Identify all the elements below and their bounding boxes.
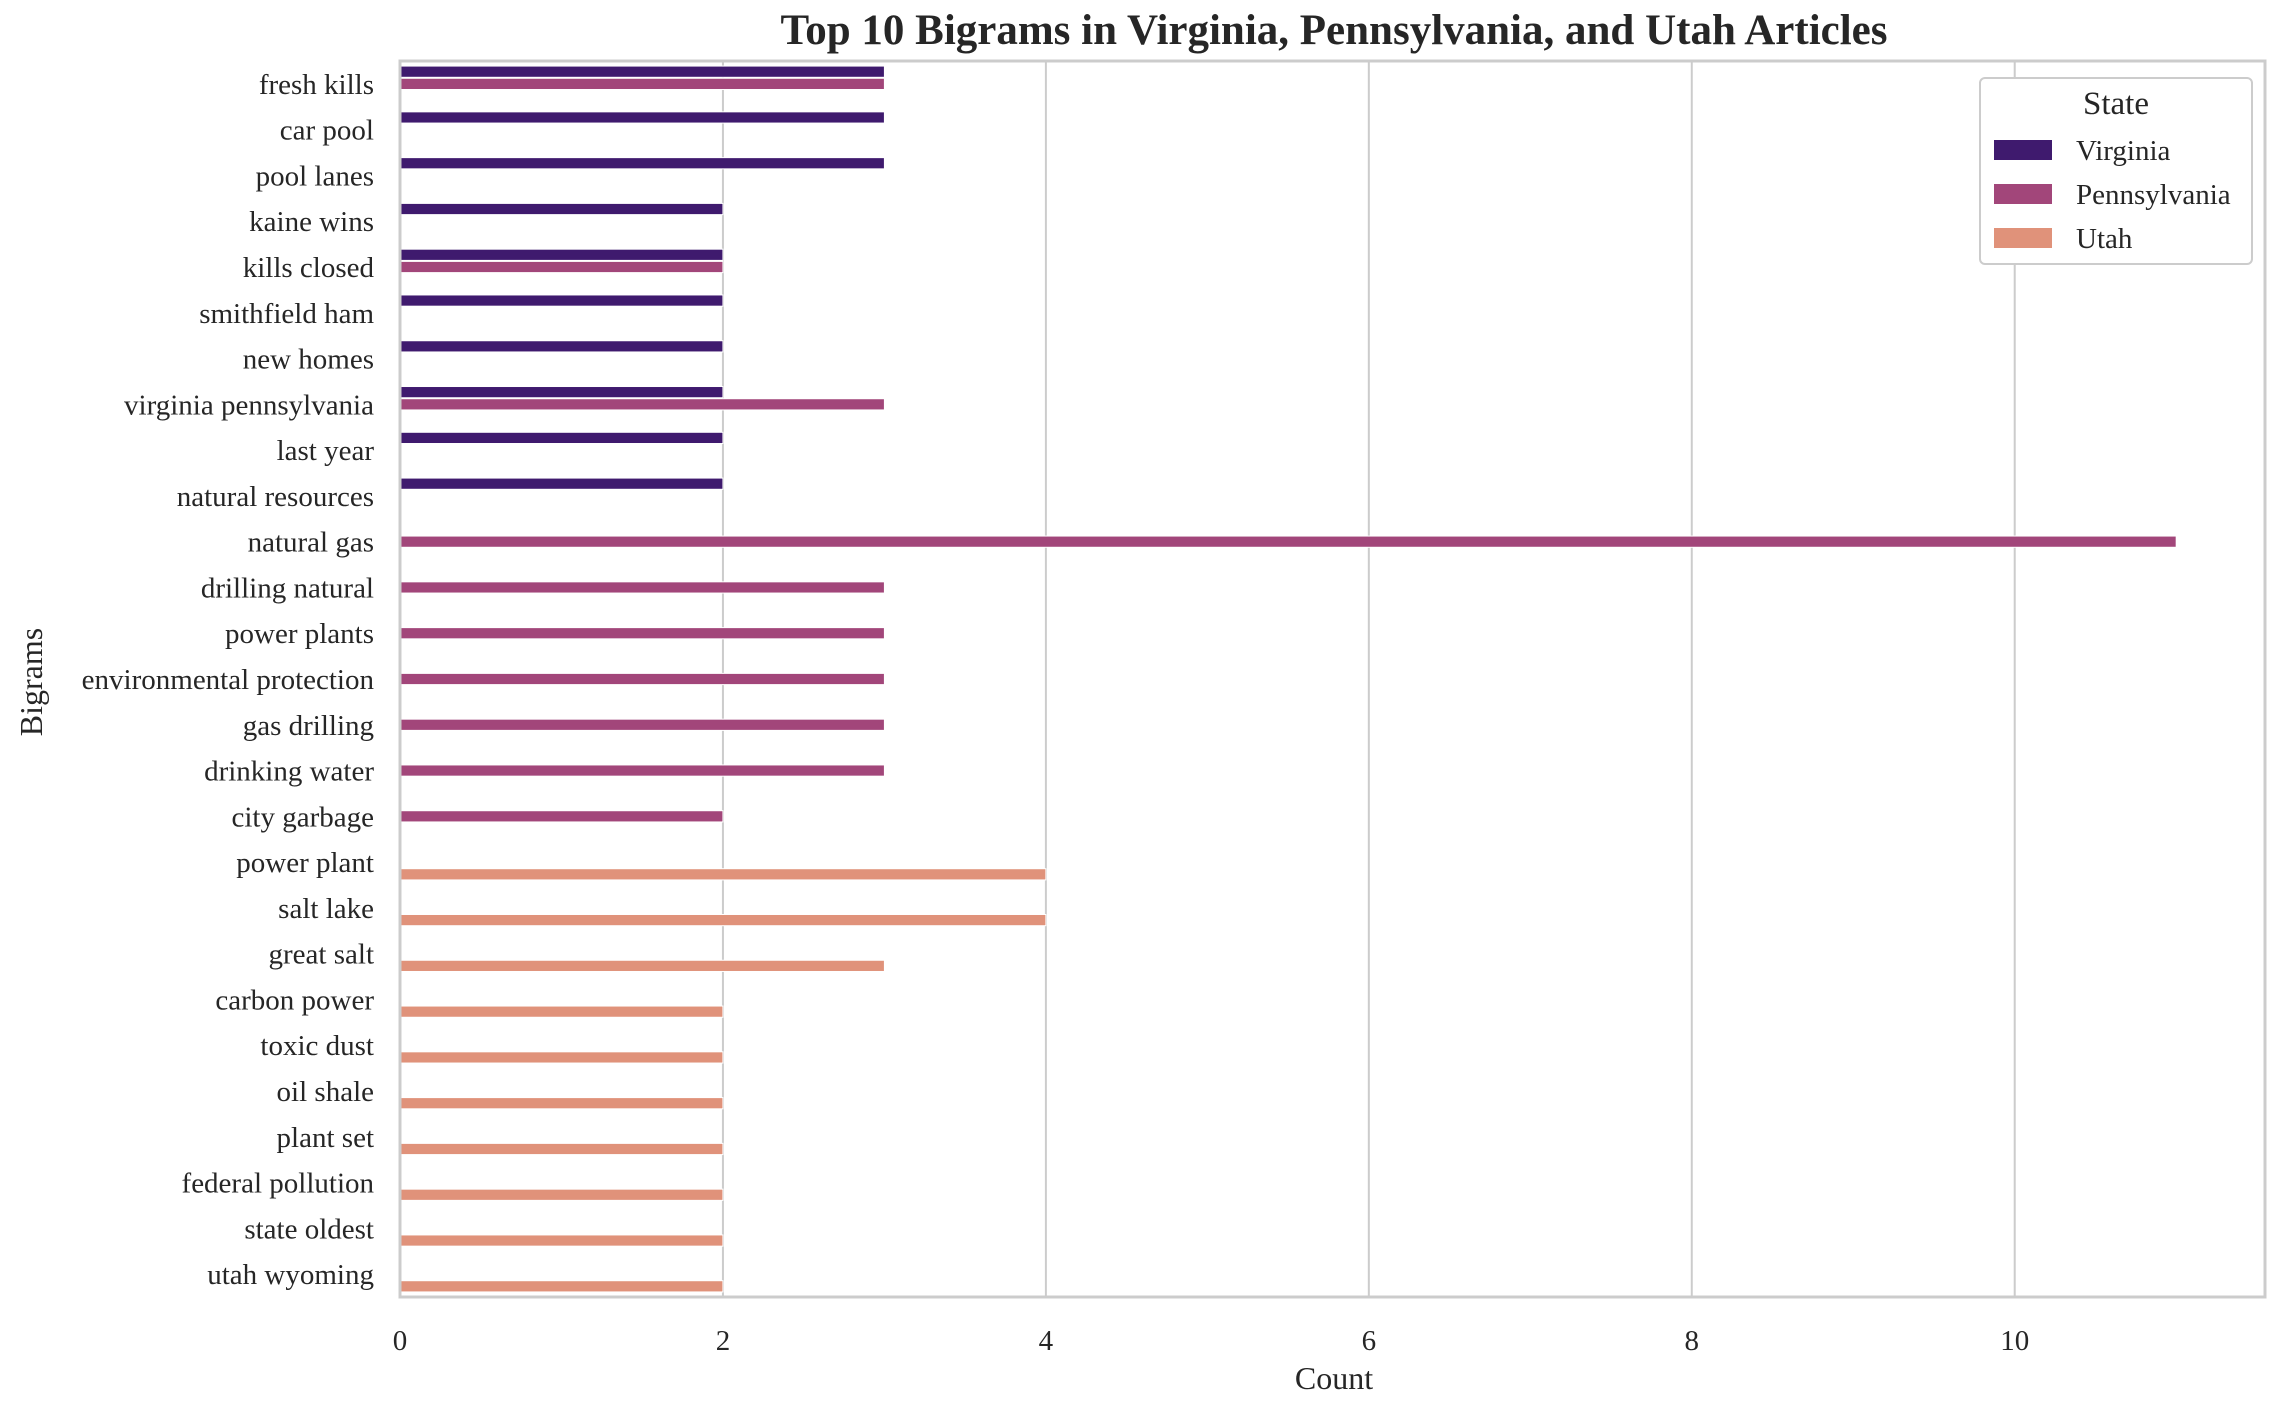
bar-virginia-natural-resources: [399, 477, 724, 490]
bar-virginia-new-homes: [399, 340, 724, 353]
bar-pennsylvania-natural-gas: [399, 535, 2177, 548]
plot-frame: [398, 59, 2267, 1299]
y-tick-label-natural-gas: natural gas: [248, 527, 374, 559]
y-tick-label-new-homes: new homes: [243, 344, 374, 376]
y-tick-label-drilling-natural: drilling natural: [201, 572, 374, 604]
y-tick-label-environmental-protection: environmental protection: [82, 664, 375, 696]
y-tick-label-plant-set: plant set: [277, 1122, 374, 1154]
y-tick-label-kills-closed: kills closed: [243, 252, 375, 284]
bars: [399, 65, 2177, 1293]
x-tick-label: 4: [1039, 1325, 1054, 1357]
y-tick-label-great-salt: great salt: [269, 939, 374, 971]
legend-title: State: [2083, 86, 2149, 122]
y-axis-label: Bigrams: [13, 628, 49, 736]
legend-label-utah: Utah: [2076, 223, 2133, 255]
legend-swatch-virginia: [1994, 140, 2052, 160]
bar-utah-toxic-dust: [399, 1051, 724, 1064]
y-tick-label-virginia-pennsylvania: virginia pennsylvania: [124, 389, 374, 421]
bar-pennsylvania-fresh-kills: [399, 77, 885, 90]
bar-pennsylvania-drilling-natural: [399, 581, 885, 594]
x-tick-labels: 0 2 4 6 8 10: [393, 1325, 2029, 1357]
x-tick-label: 6: [1362, 1325, 1377, 1357]
y-tick-label-power-plant: power plant: [236, 847, 374, 879]
bar-utah-utah-wyoming: [399, 1280, 724, 1293]
y-tick-label-last-year: last year: [277, 435, 375, 467]
bar-utah-oil-shale: [399, 1097, 724, 1110]
bar-utah-federal-pollution: [399, 1188, 724, 1201]
bar-utah-salt-lake: [399, 913, 1047, 927]
bar-pennsylvania-kills-closed: [399, 260, 724, 274]
legend: State Virginia Pennsylvania Utah: [1979, 77, 2253, 265]
bar-virginia-pool-lanes: [399, 157, 885, 170]
legend-label-virginia: Virginia: [2076, 135, 2171, 167]
y-tick-label-pool-lanes: pool lanes: [256, 160, 374, 192]
x-tick-label: 0: [393, 1325, 408, 1357]
y-tick-label-salt-lake: salt lake: [278, 893, 374, 925]
y-tick-label-oil-shale: oil shale: [277, 1076, 374, 1108]
bar-pennsylvania-drinking-water: [399, 764, 885, 777]
bar-pennsylvania-gas-drilling: [399, 718, 885, 731]
bar-utah-state-oldest: [399, 1234, 724, 1247]
bar-utah-power-plant: [399, 868, 1047, 881]
x-tick-label: 8: [1685, 1325, 1700, 1357]
bar-virginia-fresh-kills: [399, 65, 885, 78]
y-tick-label-drinking-water: drinking water: [204, 756, 374, 788]
legend-box: [1979, 77, 2253, 265]
y-tick-label-kaine-wins: kaine wins: [249, 206, 374, 238]
y-tick-labels: fresh kills car pool pool lanes kaine wins k…: [82, 69, 375, 1291]
y-tick-label-federal-pollution: federal pollution: [182, 1168, 375, 1200]
y-tick-label-car-pool: car pool: [280, 115, 374, 147]
bar-virginia-kills-closed: [399, 248, 724, 261]
y-tick-label-fresh-kills: fresh kills: [259, 69, 374, 101]
bar-pennsylvania-power-plants: [399, 627, 885, 640]
bar-virginia-virginia-pennsylvania: [399, 386, 724, 399]
y-tick-label-gas-drilling: gas drilling: [243, 710, 374, 742]
y-tick-label-toxic-dust: toxic dust: [260, 1030, 374, 1062]
bar-utah-plant-set: [399, 1142, 724, 1156]
bar-utah-great-salt: [399, 959, 885, 972]
bar-pennsylvania-environmental-protection: [399, 672, 885, 686]
x-axis-label: Count: [1295, 1360, 1373, 1396]
y-tick-label-state-oldest: state oldest: [244, 1213, 374, 1245]
y-tick-label-smithfield-ham: smithfield ham: [199, 298, 374, 330]
bar-virginia-smithfield-ham: [399, 294, 724, 307]
y-tick-label-carbon-power: carbon power: [215, 984, 374, 1016]
y-tick-label-utah-wyoming: utah wyoming: [207, 1259, 374, 1291]
legend-items: Virginia Pennsylvania Utah: [1994, 135, 2231, 255]
legend-swatch-pennsylvania: [1994, 184, 2052, 204]
bar-virginia-kaine-wins: [399, 202, 724, 216]
x-tick-label: 2: [716, 1325, 731, 1357]
chart-title: Top 10 Bigrams in Virginia, Pennsylvania…: [780, 7, 1887, 54]
x-tick-label: 10: [2000, 1325, 2029, 1357]
bar-utah-carbon-power: [399, 1005, 724, 1018]
bar-pennsylvania-city-garbage: [399, 810, 724, 823]
bar-virginia-last-year: [399, 431, 724, 445]
legend-label-pennsylvania: Pennsylvania: [2076, 179, 2231, 211]
y-tick-label-natural-resources: natural resources: [177, 481, 374, 513]
legend-swatch-utah: [1994, 228, 2052, 248]
bar-virginia-car-pool: [399, 111, 885, 124]
y-tick-label-city-garbage: city garbage: [231, 801, 374, 833]
y-tick-label-power-plants: power plants: [225, 618, 374, 650]
bar-pennsylvania-virginia-pennsylvania: [399, 398, 885, 411]
